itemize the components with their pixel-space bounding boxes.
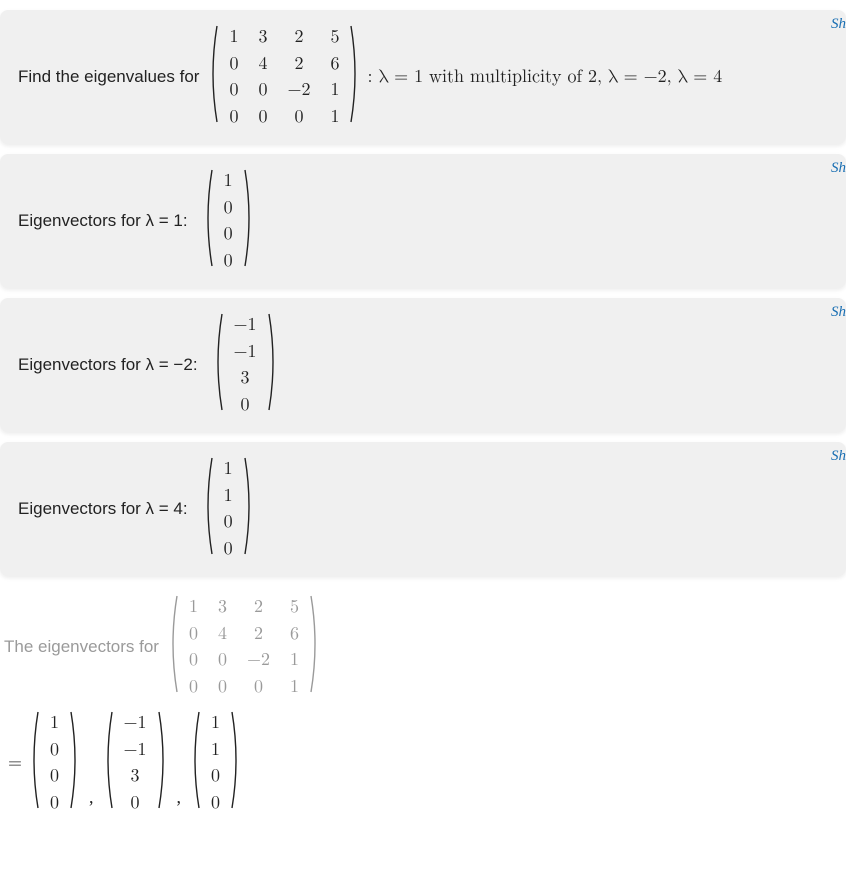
summary-vec-1: −1−130 bbox=[102, 710, 169, 816]
matrix-main-2: 1325042600−210001 bbox=[167, 594, 321, 700]
card-ev-lambda1: Sh Eigenvectors for λ = 1: 1000 bbox=[0, 154, 846, 288]
summary-vec-2: 1100 bbox=[189, 710, 242, 816]
ev1-prefix: Eigenvectors for λ = 1: bbox=[18, 211, 188, 231]
comma: , bbox=[177, 787, 182, 816]
matrix-main-1: 1325042600−210001 bbox=[207, 24, 361, 130]
ev1-vector: 1000 bbox=[202, 168, 255, 274]
eigvals-prefix: Find the eigenvalues for bbox=[18, 67, 199, 87]
ev4-prefix: Eigenvectors for λ = 4: bbox=[18, 499, 188, 519]
comma: , bbox=[89, 787, 94, 816]
show-steps-link[interactable]: Sh bbox=[831, 304, 846, 321]
show-steps-link[interactable]: Sh bbox=[831, 448, 846, 465]
equals-sign: = bbox=[8, 752, 22, 774]
summary-block: The eigenvectors for 1325042600−210001 =… bbox=[0, 586, 846, 820]
show-steps-link[interactable]: Sh bbox=[831, 16, 846, 33]
evneg2-prefix: Eigenvectors for λ = −2: bbox=[18, 355, 198, 375]
card-eigenvalues: Sh Find the eigenvalues for 1325042600−2… bbox=[0, 10, 846, 144]
show-steps-link[interactable]: Sh bbox=[831, 160, 846, 177]
evneg2-vector: −1−130 bbox=[212, 312, 279, 418]
card-ev-lambda-neg2: Sh Eigenvectors for λ = −2: −1−130 bbox=[0, 298, 846, 432]
summary-prefix: The eigenvectors for bbox=[4, 637, 159, 657]
ev4-vector: 1100 bbox=[202, 456, 255, 562]
eigvals-result: : λ = 1 with multiplicity of 2, λ = −2, … bbox=[367, 66, 722, 88]
card-ev-lambda4: Sh Eigenvectors for λ = 4: 1100 bbox=[0, 442, 846, 576]
summary-vec-0: 1000 bbox=[28, 710, 81, 816]
